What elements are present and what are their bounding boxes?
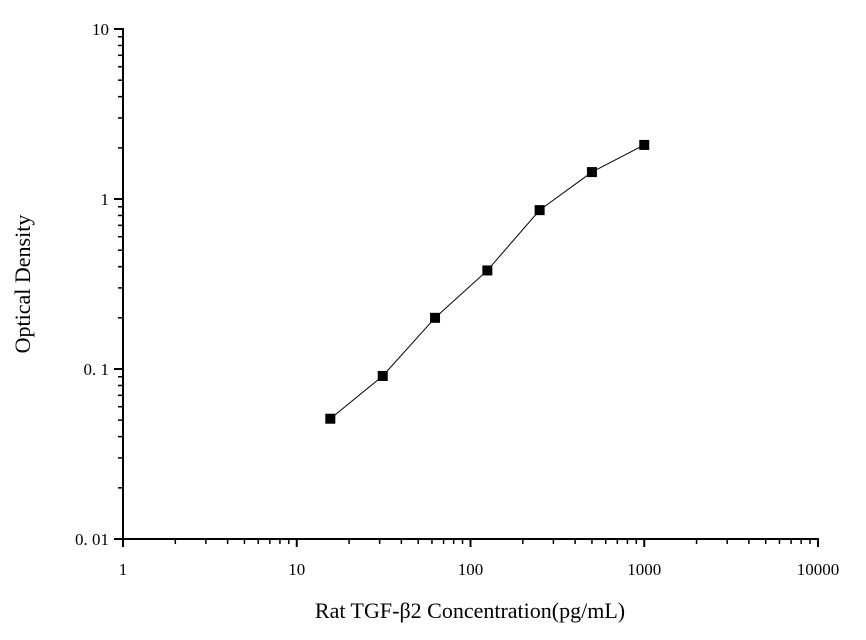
tick-labels: 1 10 100 1000 10000 0. 01 0. 1 1 10 [75,20,839,579]
x-axis-label: Rat TGF-β2 Concentration(pg/mL) [315,598,625,623]
y-tick-label: 1 [101,190,110,209]
data-point [430,312,441,323]
y-tick-label: 10 [92,20,109,39]
data-point [639,139,650,150]
data-point [534,205,545,216]
x-tick-label: 1000 [627,560,661,579]
y-axis-label: Optical Density [10,215,35,354]
data-point [325,413,336,424]
y-tick-label: 0. 01 [75,530,109,549]
data-point [586,167,597,178]
data-point [377,370,388,381]
axes [114,28,819,547]
x-tick-label: 1 [119,560,128,579]
data-point [482,265,493,276]
x-tick-label: 10000 [797,560,840,579]
x-tick-label: 100 [458,560,484,579]
fit-curve [329,144,645,420]
y-tick-label: 0. 1 [84,360,110,379]
data-points [325,139,650,424]
x-tick-label: 10 [288,560,305,579]
